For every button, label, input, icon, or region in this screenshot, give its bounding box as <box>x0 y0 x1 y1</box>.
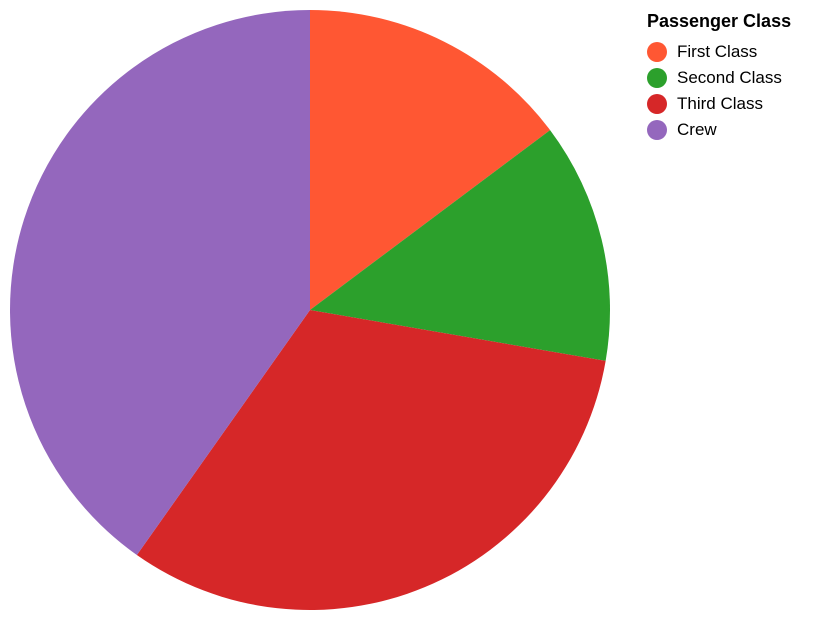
legend-swatch <box>647 68 667 88</box>
legend-item-crew: Crew <box>647 117 832 143</box>
legend-item-second-class: Second Class <box>647 65 832 91</box>
pie-slice-crew <box>10 10 310 555</box>
legend: Passenger Class First Class Second Class T… <box>647 9 832 143</box>
pie-slice-first-class <box>310 10 551 310</box>
legend-label: Crew <box>677 120 717 139</box>
legend-item-first-class: First Class <box>647 39 832 65</box>
legend-label: Second Class <box>677 68 782 87</box>
pie-slice-second-class <box>310 130 611 361</box>
legend-title: Passenger Class <box>647 11 792 31</box>
legend-swatch <box>647 42 667 62</box>
pie-slice-third-class <box>136 310 606 611</box>
legend-label: Third Class <box>677 94 763 113</box>
legend-swatch <box>647 94 667 114</box>
legend-items: First Class Second Class Third Class Crew <box>647 39 832 143</box>
legend-item-third-class: Third Class <box>647 91 832 117</box>
legend-label: First Class <box>677 42 758 61</box>
legend-swatch <box>647 120 667 140</box>
